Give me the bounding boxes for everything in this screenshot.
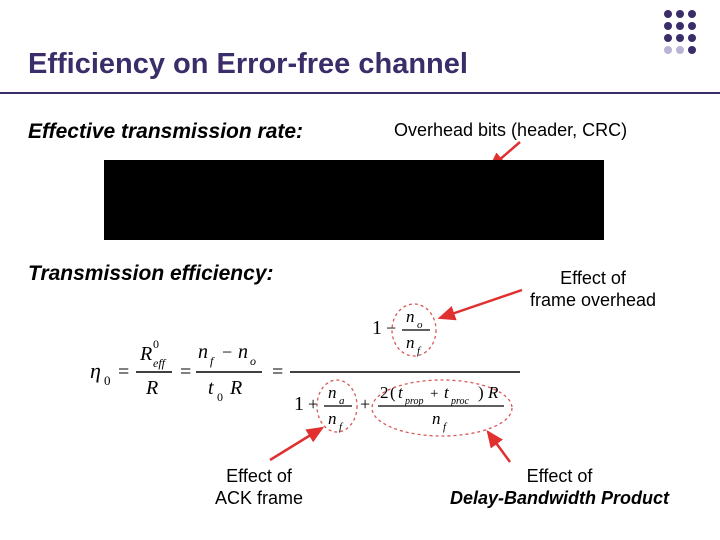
sym-minus1: − bbox=[222, 342, 232, 362]
sym-no2-sub: o bbox=[417, 319, 423, 331]
sym-nf1-sub: f bbox=[210, 354, 215, 368]
sym-nf4-sub: f bbox=[443, 421, 448, 433]
sym-nf4: n bbox=[432, 409, 441, 428]
sym-eta-sub: 0 bbox=[104, 373, 111, 388]
sym-na-sub: a bbox=[339, 395, 345, 407]
sym-one-num: 1 bbox=[372, 317, 382, 339]
efficiency-formula: η 0 = R 0 eff R = n f − n o t 0 R = bbox=[90, 300, 530, 450]
ack-l1: Effect of bbox=[226, 466, 292, 486]
sym-t0: t bbox=[208, 377, 214, 399]
sym-Reff-sub: eff bbox=[153, 356, 167, 370]
logo-dots bbox=[662, 8, 702, 63]
sym-tproc-sub: proc bbox=[450, 396, 470, 407]
dbp-l1: Effect of bbox=[527, 466, 593, 486]
title-rule bbox=[0, 92, 720, 94]
sym-no1: n bbox=[238, 341, 248, 363]
sym-tproc: t bbox=[444, 383, 450, 402]
subheader-efficiency: Transmission efficiency: bbox=[28, 262, 274, 286]
subheader-effective-rate: Effective transmission rate: bbox=[28, 120, 303, 144]
sym-eta: η bbox=[90, 358, 101, 383]
sym-nf2: n bbox=[406, 333, 415, 352]
sym-t0-sub: 0 bbox=[217, 390, 223, 404]
sym-one-den: 1 bbox=[294, 393, 304, 415]
sym-Reff: R bbox=[139, 343, 152, 365]
sym-R3: R bbox=[487, 383, 499, 402]
dots-icon bbox=[662, 8, 702, 58]
sym-Reff-sup: 0 bbox=[153, 337, 159, 351]
formula-box-redacted bbox=[104, 160, 604, 240]
sym-no2: n bbox=[406, 307, 415, 326]
sym-R1: R bbox=[145, 377, 158, 399]
sym-eq1: = bbox=[118, 361, 129, 383]
sym-nf1: n bbox=[198, 341, 208, 363]
ack-l2: ACK frame bbox=[215, 488, 303, 508]
sym-tprop-sub: prop bbox=[404, 396, 424, 407]
ack-frame-label: Effect of ACK frame bbox=[215, 466, 303, 509]
sym-nf3: n bbox=[328, 409, 337, 428]
sym-plus2: + bbox=[360, 394, 370, 414]
slide: Efficiency on Error-free channel Effecti… bbox=[0, 0, 720, 540]
dbp-label: Effect of Delay-Bandwidth Product bbox=[450, 466, 669, 509]
sym-eq2: = bbox=[180, 361, 191, 383]
sym-na: n bbox=[328, 383, 337, 402]
sym-R2: R bbox=[229, 377, 242, 399]
sym-eq3: = bbox=[272, 361, 283, 383]
sym-plus3: + bbox=[430, 386, 438, 402]
frame-overhead-l1: Effect of bbox=[560, 268, 626, 288]
overhead-bits-label: Overhead bits (header, CRC) bbox=[394, 120, 627, 141]
frame-overhead-l2: frame overhead bbox=[530, 290, 656, 310]
frame-overhead-label: Effect of frame overhead bbox=[530, 268, 656, 311]
sym-lparen: ( bbox=[390, 383, 396, 402]
page-title: Efficiency on Error-free channel bbox=[28, 48, 468, 81]
sym-minus2: − bbox=[386, 318, 396, 338]
dbp-l2: Delay-Bandwidth Product bbox=[450, 488, 669, 508]
sym-no1-sub: o bbox=[250, 354, 256, 368]
